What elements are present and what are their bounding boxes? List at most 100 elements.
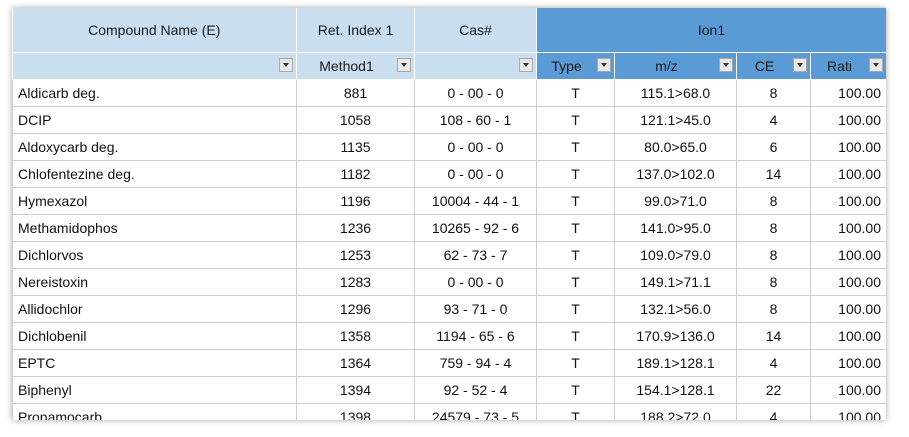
cas-cell[interactable]: 108 - 60 - 1 [414,106,537,134]
header-ret-index[interactable]: Ret. Index 1 [296,8,415,53]
mz-cell[interactable]: 154.1>128.1 [614,376,737,404]
mz-cell[interactable]: 137.0>102.0 [614,160,737,188]
type-cell[interactable]: T [536,79,615,107]
compound-name-cell[interactable]: Biphenyl [12,376,297,404]
ce-cell[interactable]: 22 [736,376,811,404]
ratio-cell[interactable]: 100.00 [810,349,886,377]
compound-name-cell[interactable]: Aldoxycarb deg. [12,133,297,161]
ret-index-cell[interactable]: 1182 [296,160,415,188]
ce-cell[interactable]: 14 [736,160,811,188]
type-filter-dropdown-icon[interactable] [597,58,611,72]
table-row[interactable]: Biphenyl 1394 92 - 52 - 4 T 154.1>128.1 22 100… [12,376,886,404]
ret-index-cell[interactable]: 1135 [296,133,415,161]
ce-cell[interactable]: 14 [736,322,811,350]
cas-cell[interactable]: 10004 - 44 - 1 [414,187,537,215]
ratio-cell[interactable]: 100.00 [810,133,886,161]
mz-cell[interactable]: 109.0>79.0 [614,241,737,269]
ratio-cell[interactable]: 100.00 [810,295,886,323]
table-row[interactable]: Dichlorvos 1253 62 - 73 - 7 T 109.0>79.0 8 100… [12,241,886,269]
cas-cell[interactable]: 759 - 94 - 4 [414,349,537,377]
table-row[interactable]: Allidochlor 1296 93 - 71 - 0 T 132.1>56.0 8 10… [12,295,886,323]
cas-cell[interactable]: 92 - 52 - 4 [414,376,537,404]
ratio-cell[interactable]: 100.00 [810,268,886,296]
cas-cell[interactable]: 0 - 00 - 0 [414,160,537,188]
ret-index-cell[interactable]: 1296 [296,295,415,323]
ce-cell[interactable]: 4 [736,349,811,377]
ratio-cell[interactable]: 100.00 [810,160,886,188]
mz-cell[interactable]: 188.2>72.0 [614,403,737,420]
ce-cell[interactable]: 4 [736,403,811,420]
mz-cell[interactable]: 132.1>56.0 [614,295,737,323]
ret-index-cell[interactable]: 1364 [296,349,415,377]
compound-name-cell[interactable]: Dichlorvos [12,241,297,269]
ratio-cell[interactable]: 100.00 [810,187,886,215]
ratio-cell[interactable]: 100.00 [810,241,886,269]
table-row[interactable]: Nereistoxin 1283 0 - 00 - 0 T 149.1>71.1 8 100… [12,268,886,296]
type-cell[interactable]: T [536,160,615,188]
ratio-cell[interactable]: 100.00 [810,214,886,242]
table-row[interactable]: EPTC 1364 759 - 94 - 4 T 189.1>128.1 4 100.00 [12,349,886,377]
table-row[interactable]: Hymexazol 1196 10004 - 44 - 1 T 99.0>71.0 8 10… [12,187,886,215]
method-filter-dropdown-icon[interactable] [397,58,411,72]
mz-cell[interactable]: 170.9>136.0 [614,322,737,350]
ce-filter-dropdown-icon[interactable] [793,58,807,72]
ratio-filter-dropdown-icon[interactable] [869,58,883,72]
compound-name-cell[interactable]: Hymexazol [12,187,297,215]
table-row[interactable]: Methamidophos 1236 10265 - 92 - 6 T 141.0>95… [12,214,886,242]
ce-cell[interactable]: 8 [736,268,811,296]
type-cell[interactable]: T [536,241,615,269]
compound-name-cell[interactable]: Chlofentezine deg. [12,160,297,188]
type-cell[interactable]: T [536,187,615,215]
cas-cell[interactable]: 0 - 00 - 0 [414,133,537,161]
type-cell[interactable]: T [536,403,615,420]
mz-cell[interactable]: 115.1>68.0 [614,79,737,107]
cas-cell[interactable]: 0 - 00 - 0 [414,79,537,107]
ce-cell[interactable]: 8 [736,241,811,269]
type-cell[interactable]: T [536,106,615,134]
header-ce-cell[interactable]: CE [736,52,811,80]
type-cell[interactable]: T [536,322,615,350]
compound-name-cell[interactable]: EPTC [12,349,297,377]
compound-name-cell[interactable]: DCIP [12,106,297,134]
ret-index-cell[interactable]: 1394 [296,376,415,404]
header-mz-cell[interactable]: m/z [614,52,737,80]
ratio-cell[interactable]: 100.00 [810,403,886,420]
cas-filter-dropdown-icon[interactable] [519,58,533,72]
ret-index-cell[interactable]: 1236 [296,214,415,242]
mz-cell[interactable]: 80.0>65.0 [614,133,737,161]
cas-cell[interactable]: 62 - 73 - 7 [414,241,537,269]
cas-cell[interactable]: 93 - 71 - 0 [414,295,537,323]
mz-cell[interactable]: 189.1>128.1 [614,349,737,377]
header-compound-name[interactable]: Compound Name (E) [12,8,297,53]
cas-cell[interactable]: 24579 - 73 - 5 [414,403,537,420]
ratio-cell[interactable]: 100.00 [810,322,886,350]
mz-cell[interactable]: 121.1>45.0 [614,106,737,134]
compound-name-cell[interactable]: Propamocarb [12,403,297,420]
compound-name-cell[interactable]: Dichlobenil [12,322,297,350]
ret-index-cell[interactable]: 1058 [296,106,415,134]
ce-cell[interactable]: 8 [736,79,811,107]
ce-cell[interactable]: 6 [736,133,811,161]
header-cas[interactable]: Cas# [414,8,537,53]
ret-index-cell[interactable]: 1358 [296,322,415,350]
type-cell[interactable]: T [536,214,615,242]
ce-cell[interactable]: 8 [736,295,811,323]
type-cell[interactable]: T [536,133,615,161]
table-row[interactable]: Aldoxycarb deg. 1135 0 - 00 - 0 T 80.0>65.0 6… [12,133,886,161]
ratio-cell[interactable]: 100.00 [810,376,886,404]
ret-index-cell[interactable]: 1398 [296,403,415,420]
ce-cell[interactable]: 4 [736,106,811,134]
ratio-cell[interactable]: 100.00 [810,79,886,107]
table-row[interactable]: Chlofentezine deg. 1182 0 - 00 - 0 T 137.0>1… [12,160,886,188]
header-method-cell[interactable]: Method1 [296,52,415,80]
type-cell[interactable]: T [536,376,615,404]
type-cell[interactable]: T [536,349,615,377]
mz-filter-dropdown-icon[interactable] [719,58,733,72]
ret-index-cell[interactable]: 1253 [296,241,415,269]
table-row[interactable]: DCIP 1058 108 - 60 - 1 T 121.1>45.0 4 100.00 [12,106,886,134]
compound-name-cell[interactable]: Nereistoxin [12,268,297,296]
type-cell[interactable]: T [536,268,615,296]
header-type-cell[interactable]: Type [536,52,615,80]
mz-cell[interactable]: 149.1>71.1 [614,268,737,296]
ret-index-cell[interactable]: 1196 [296,187,415,215]
